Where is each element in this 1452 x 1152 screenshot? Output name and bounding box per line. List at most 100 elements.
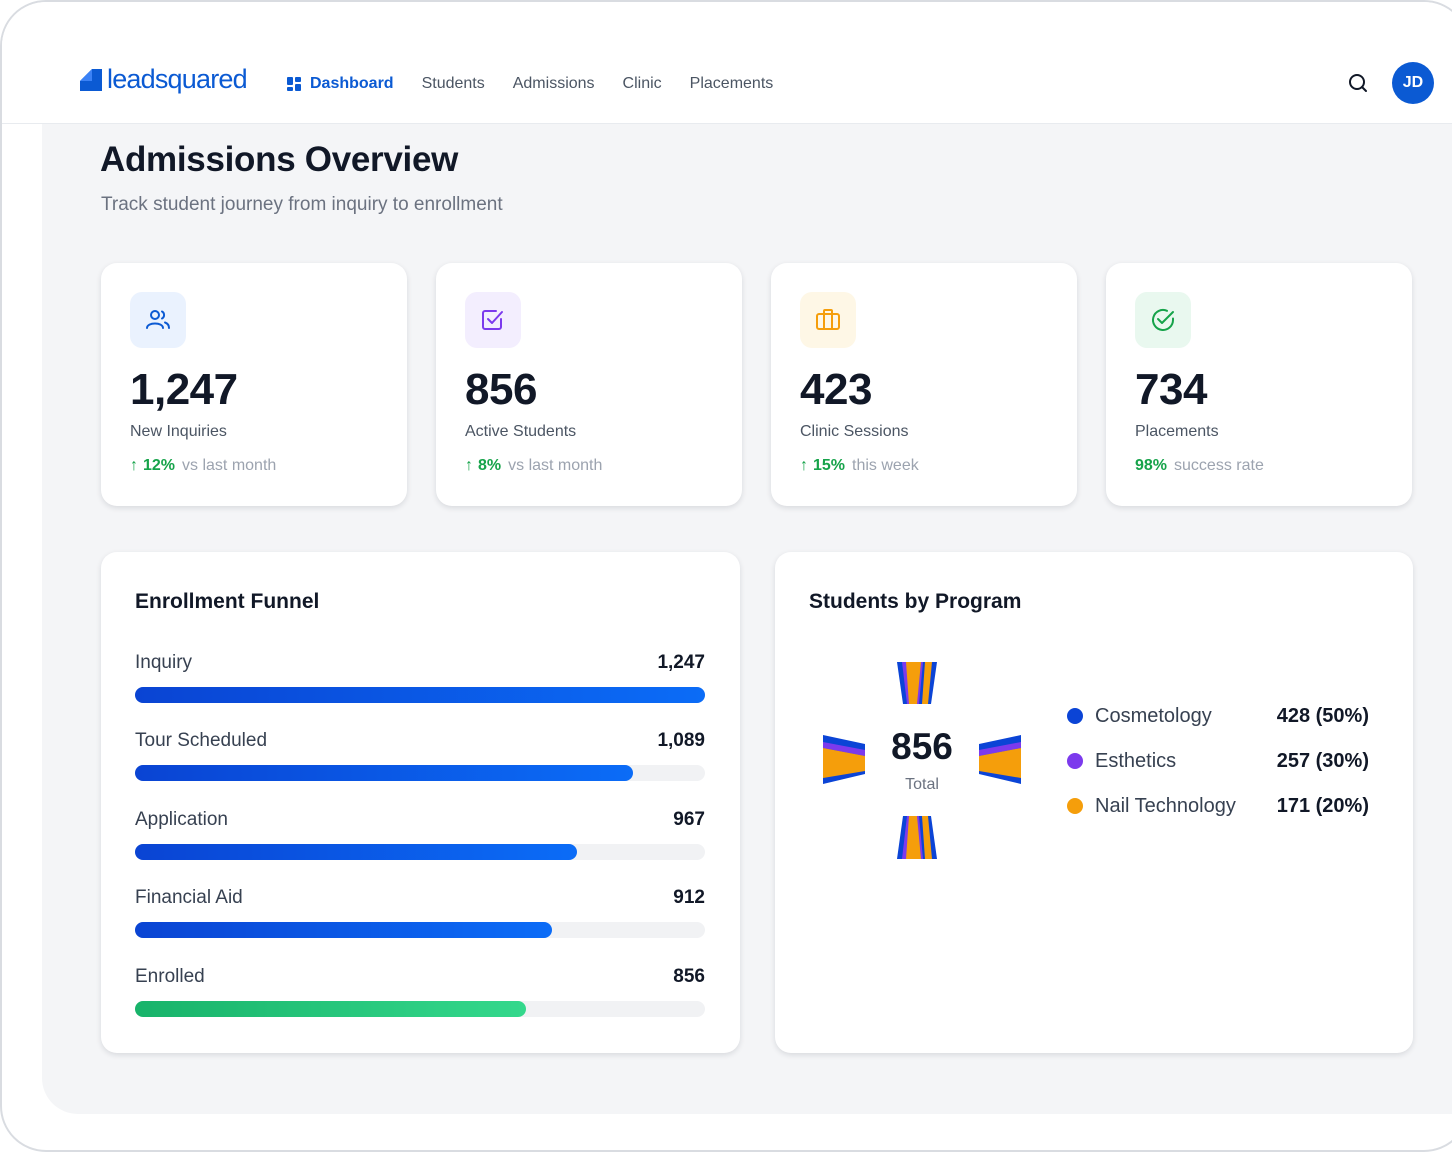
stat-card-clinic-sessions[interactable]: 423 Clinic Sessions ↑ 15% this week	[771, 263, 1077, 506]
funnel-bar-track	[135, 922, 705, 938]
search-icon[interactable]	[1345, 70, 1371, 96]
stat-label: Placements	[1135, 423, 1219, 440]
stat-trend: ↑ 15% this week	[800, 457, 919, 475]
funnel-row-inquiry: Inquiry 1,247	[135, 652, 705, 712]
stat-card-placements[interactable]: 734 Placements 98% success rate	[1106, 263, 1412, 506]
funnel-bar-track	[135, 1001, 705, 1017]
page-title: Admissions Overview	[100, 140, 459, 179]
funnel-stage-label: Enrolled	[135, 966, 205, 987]
trend-up-icon: ↑	[800, 457, 808, 474]
funnel-stage-label: Tour Scheduled	[135, 730, 268, 751]
leadsquared-logo-icon	[80, 68, 102, 91]
trend-value: 8%	[478, 457, 502, 474]
trend-value: 15%	[813, 457, 846, 474]
funnel-row-financial-aid: Financial Aid 912	[135, 887, 705, 947]
nav-item-dashboard[interactable]: Dashboard	[286, 72, 394, 96]
checkbox-icon	[482, 310, 503, 330]
stat-trend: ↑ 8% vs last month	[465, 457, 602, 475]
nav-item-label: Students	[421, 75, 485, 92]
stat-value: 423	[800, 365, 872, 414]
legend-label: Nail Technology	[1095, 794, 1236, 817]
trend-text: vs last month	[182, 457, 277, 474]
legend-item-cosmetology: Cosmetology 428 (50%)	[1067, 702, 1397, 730]
panel-title: Students by Program	[809, 590, 1022, 613]
trend-up-icon: ↑	[130, 457, 138, 474]
stat-icon-container	[800, 292, 856, 348]
trend-value: 98%	[1135, 457, 1168, 474]
brand-name: leadsquared	[107, 64, 248, 94]
funnel-bar-track	[135, 844, 705, 860]
legend-value: 428 (50%)	[1276, 704, 1369, 727]
nav-item-label: Placements	[689, 75, 774, 92]
stat-icon-container	[1135, 292, 1191, 348]
stat-card-new-inquiries[interactable]: 1,247 New Inquiries ↑ 12% vs last month	[101, 263, 407, 506]
legend-dot	[1067, 708, 1083, 724]
stat-value: 856	[465, 365, 537, 414]
stat-value: 734	[1135, 365, 1207, 414]
briefcase-icon	[816, 309, 840, 330]
funnel-stage-value: 1,247	[657, 652, 705, 673]
funnel-row-enrolled: Enrolled 856	[135, 966, 705, 1026]
legend-label: Esthetics	[1095, 749, 1177, 772]
nav-item-label: Admissions	[512, 75, 595, 92]
donut-segments	[823, 662, 1021, 859]
nav-item-admissions[interactable]: Admissions	[513, 72, 595, 96]
funnel-bar-fill	[135, 687, 705, 703]
legend-value: 257 (30%)	[1276, 749, 1369, 772]
legend-dot	[1067, 798, 1083, 814]
funnel-bar-fill	[135, 1001, 527, 1017]
check-circle-icon	[1152, 309, 1174, 331]
donut-segment-bottom	[897, 816, 937, 859]
brand-logo[interactable]: leadsquared	[78, 64, 248, 94]
legend-value: 171 (20%)	[1276, 794, 1369, 817]
nav-item-label: Clinic	[622, 75, 662, 92]
funnel-bar-track	[135, 687, 705, 703]
donut-segment-right	[979, 735, 1021, 784]
nav-item-clinic[interactable]: Clinic	[623, 72, 662, 96]
students-by-program-panel: Students by Program	[775, 552, 1413, 1053]
nav-item-label: Dashboard	[310, 75, 394, 92]
nav-item-placements[interactable]: Placements	[690, 72, 774, 96]
stat-icon-container	[465, 292, 521, 348]
legend-dot	[1067, 753, 1083, 769]
funnel-stage-value: 912	[673, 887, 705, 908]
stat-label: New Inquiries	[130, 423, 227, 440]
funnel-bar-fill	[135, 922, 552, 938]
funnel-row-application: Application 967	[135, 809, 705, 869]
trend-text: success rate	[1174, 457, 1264, 474]
funnel-row-tour-scheduled: Tour Scheduled 1,089	[135, 730, 705, 790]
trend-text: vs last month	[508, 457, 603, 474]
stat-value: 1,247	[130, 365, 238, 414]
stat-label: Active Students	[465, 423, 577, 440]
funnel-stage-label: Inquiry	[135, 652, 193, 673]
funnel-stage-value: 856	[673, 966, 705, 987]
funnel-bar-fill	[135, 844, 578, 860]
users-icon	[146, 310, 170, 329]
top-navigation-bar: leadsquared Dashboard Students Admission…	[2, 2, 1452, 124]
donut-total-value: 856	[891, 726, 953, 767]
trend-value: 12%	[143, 457, 176, 474]
nav-item-students[interactable]: Students	[422, 72, 485, 96]
funnel-bar-track	[135, 765, 705, 781]
stat-trend: 98% success rate	[1135, 457, 1264, 475]
funnel-stage-label: Financial Aid	[135, 887, 243, 908]
stat-card-active-students[interactable]: 856 Active Students ↑ 8% vs last month	[436, 263, 742, 506]
trend-up-icon: ↑	[465, 457, 473, 474]
donut-segment-left	[823, 735, 865, 784]
stat-label: Clinic Sessions	[800, 423, 909, 440]
funnel-stage-label: Application	[135, 809, 228, 830]
stat-trend: ↑ 12% vs last month	[130, 457, 276, 475]
legend-item-nail-technology: Nail Technology 171 (20%)	[1067, 792, 1397, 820]
funnel-stage-value: 967	[673, 809, 705, 830]
funnel-bar-fill	[135, 765, 633, 781]
panel-title: Enrollment Funnel	[135, 590, 320, 613]
main-nav: Dashboard Students Admissions Clinic Pla…	[286, 72, 801, 96]
legend-item-esthetics: Esthetics 257 (30%)	[1067, 747, 1397, 775]
user-avatar[interactable]: JD	[1392, 62, 1434, 104]
legend-label: Cosmetology	[1095, 704, 1212, 727]
stat-icon-container	[130, 292, 186, 348]
funnel-stage-value: 1,089	[657, 730, 705, 751]
trend-text: this week	[852, 457, 919, 474]
page-subtitle: Track student journey from inquiry to en…	[101, 194, 503, 215]
